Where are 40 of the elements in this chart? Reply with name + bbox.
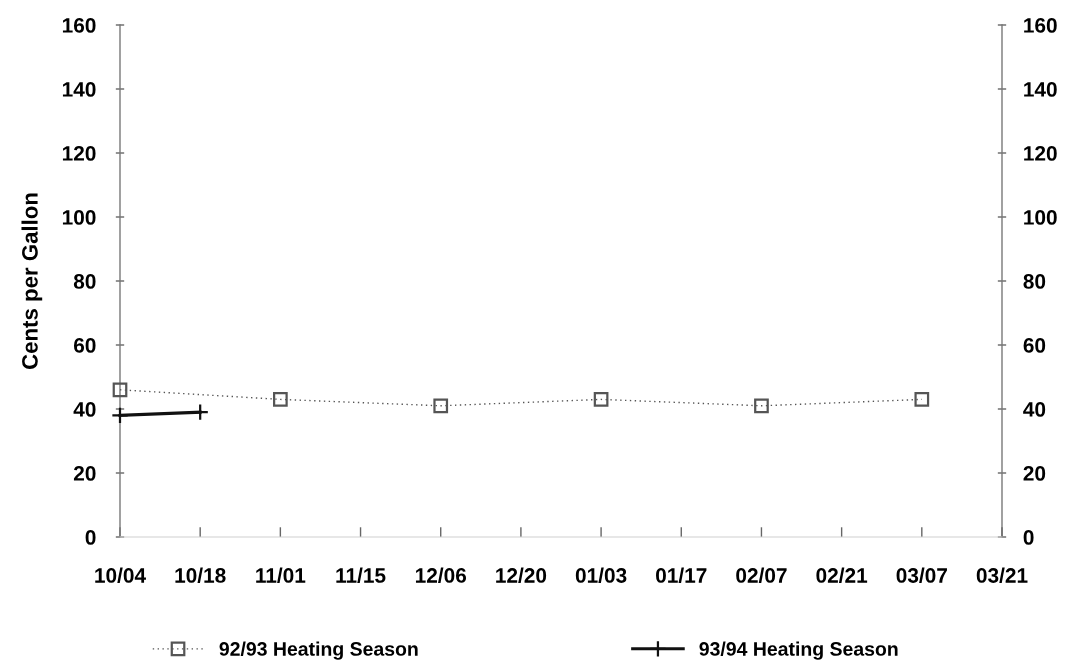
y-tick-label: 60 <box>73 338 96 353</box>
y2-tick-label: 160 <box>1024 18 1057 33</box>
point <box>273 392 288 407</box>
x-tick-label: 02/21 <box>816 567 868 584</box>
y-axis-title: Cents per Gallon <box>21 193 43 369</box>
x-tick-label: 10/04 <box>95 567 146 584</box>
point <box>754 398 769 414</box>
x-tick-label: 10/18 <box>175 567 226 584</box>
y-tick-label: 140 <box>62 82 96 97</box>
y2-tick-label: 140 <box>1024 82 1057 97</box>
x-tick-label: 01/17 <box>656 567 707 584</box>
y-tick-label: 100 <box>62 210 96 225</box>
y2-tick-label: 80 <box>1023 274 1046 289</box>
point <box>112 382 128 398</box>
x-tick-label: 12/06 <box>415 567 467 584</box>
point <box>433 398 449 414</box>
y-tick-label: 120 <box>62 146 96 161</box>
legend-label: 93/94 Heating Season <box>699 641 898 660</box>
x-tick-label: 12/20 <box>496 567 547 584</box>
y2-tick-label: 120 <box>1024 146 1057 161</box>
x-tick-label: 11/01 <box>256 567 306 584</box>
x-tick-label: 03/21 <box>976 567 1028 584</box>
point <box>914 392 930 407</box>
legend-label: 92/93 Heating Season <box>219 641 418 660</box>
y-tick-label: 0 <box>85 530 96 545</box>
y2-tick-label: 0 <box>1023 530 1034 545</box>
y-tick-label: 20 <box>73 466 96 481</box>
y-tick-label: 80 <box>73 274 96 289</box>
x-tick-label: 01/03 <box>575 567 627 584</box>
y2-tick-label: 20 <box>1023 466 1046 481</box>
y2-tick-label: 60 <box>1023 338 1046 353</box>
x-tick-label: 02/07 <box>736 567 787 584</box>
y2-tick-label: 100 <box>1024 210 1057 225</box>
y-tick-label: 40 <box>73 402 96 417</box>
point <box>593 392 609 407</box>
y2-tick-label: 40 <box>1023 402 1046 417</box>
y-tick-label: 160 <box>62 18 96 33</box>
point <box>111 406 129 425</box>
x-tick-label: 03/07 <box>896 567 947 584</box>
x-tick-label: 11/15 <box>336 567 386 584</box>
